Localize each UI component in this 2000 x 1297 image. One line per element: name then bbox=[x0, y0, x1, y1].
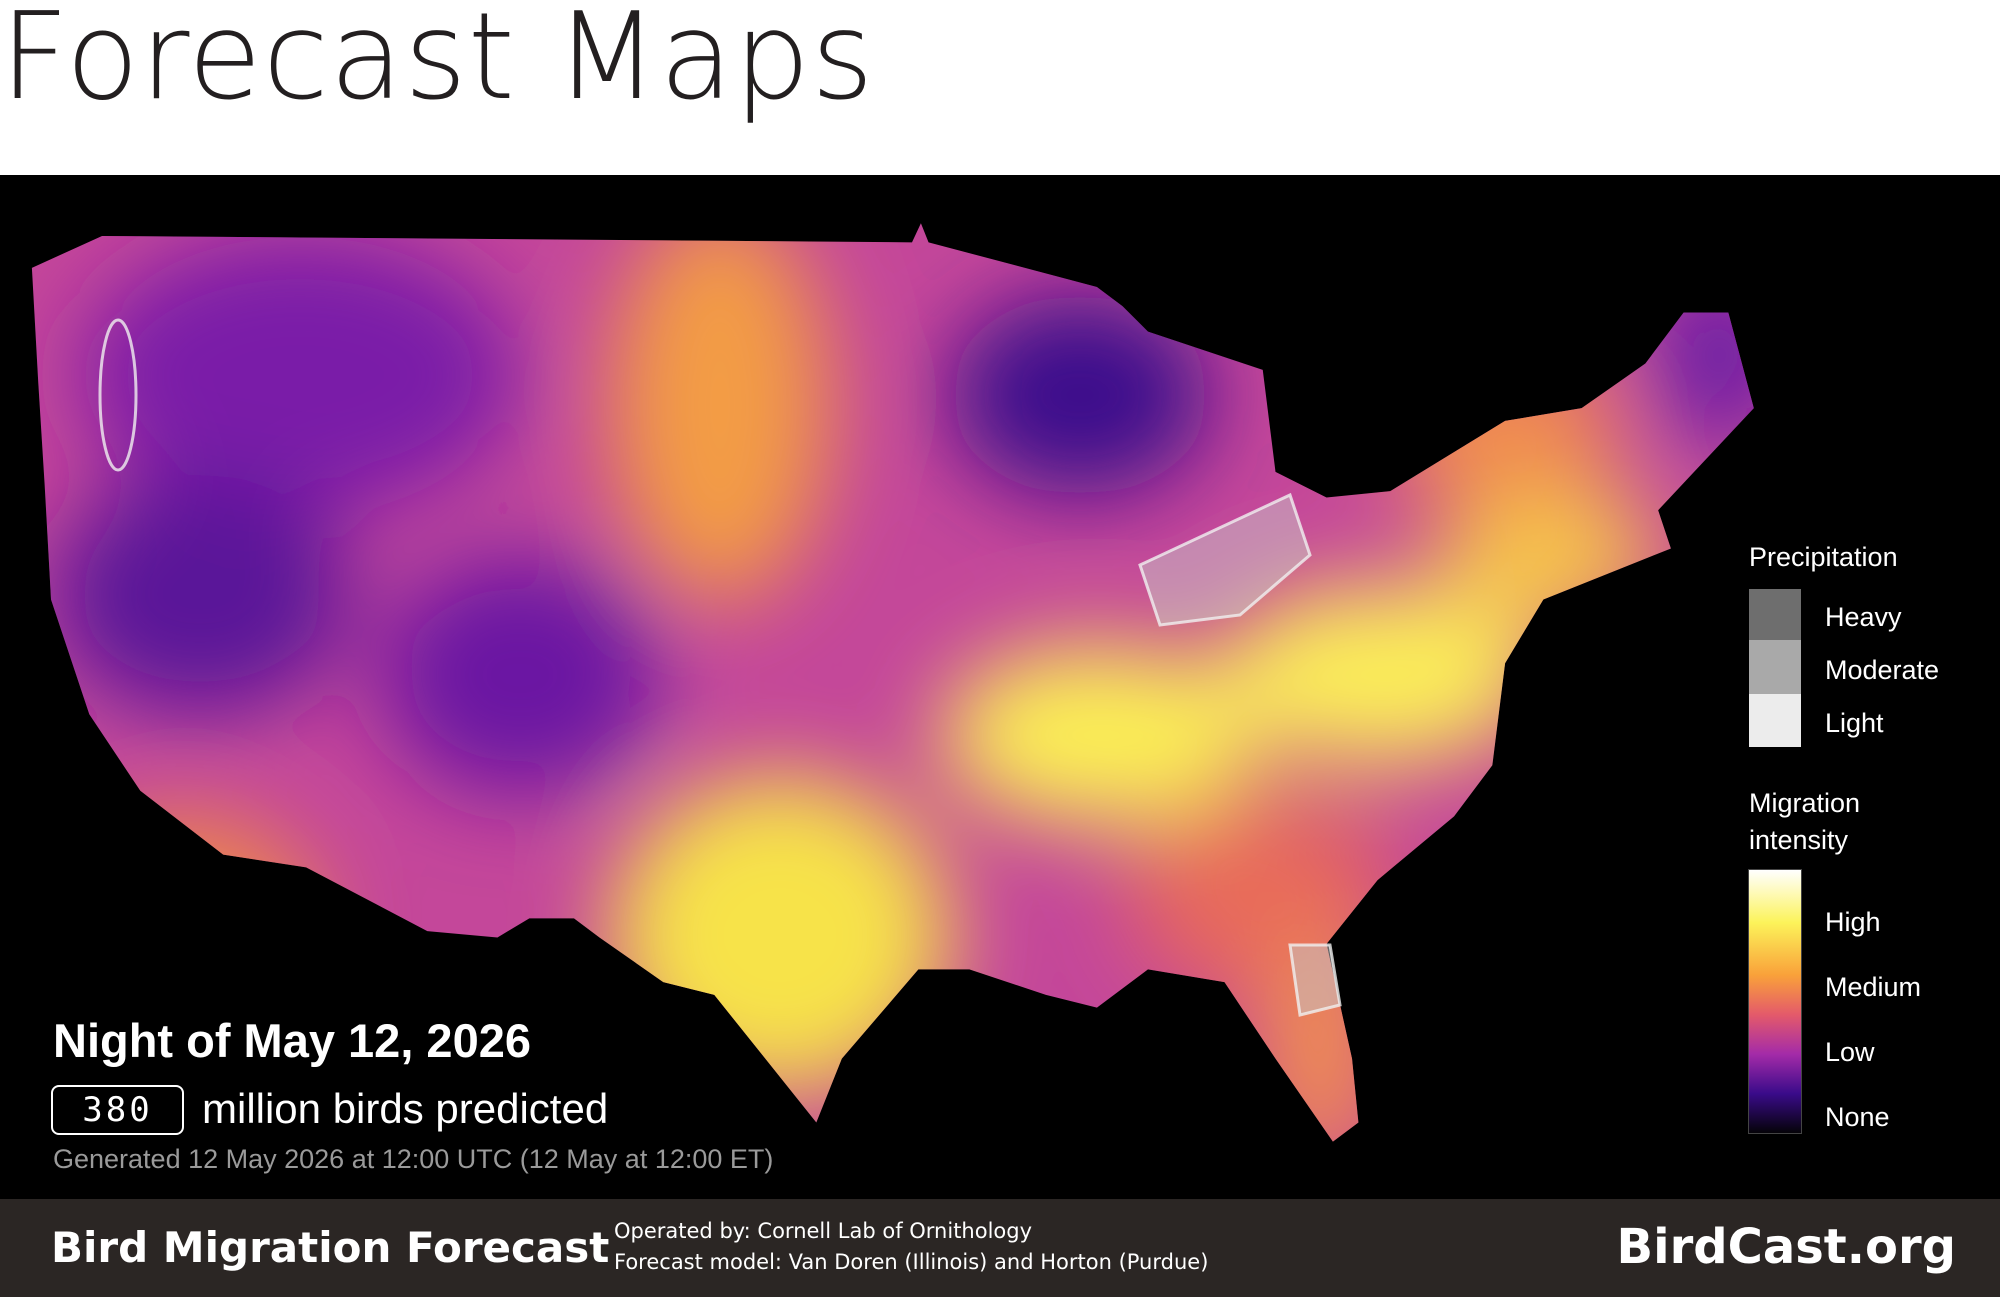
legend-swatch bbox=[1749, 694, 1801, 747]
footer-title: Bird Migration Forecast bbox=[51, 1223, 610, 1272]
map bbox=[31, 223, 1754, 1142]
legend-swatch bbox=[1749, 640, 1801, 694]
legend-label: Light bbox=[1825, 708, 1884, 738]
legend-label: Heavy bbox=[1825, 602, 1902, 632]
legend-title: Migration intensity bbox=[1749, 788, 1861, 855]
forecast-date: Night of May 12, 2026 bbox=[53, 1014, 531, 1067]
generated-time: Generated 12 May 2026 at 12:00 UTC (12 M… bbox=[53, 1144, 774, 1174]
legend-label: Low bbox=[1825, 1037, 1875, 1067]
legend-label: None bbox=[1825, 1102, 1890, 1132]
precipitation-overlay bbox=[98, 318, 1342, 1017]
legend-title: Precipitation bbox=[1749, 542, 1898, 572]
map-panel bbox=[0, 175, 2000, 1199]
legend-swatch bbox=[1749, 589, 1801, 640]
footer: Bird Migration Forecast Operated by: Cor… bbox=[0, 1199, 2000, 1297]
birds-count: 380 bbox=[51, 1085, 184, 1135]
footer-site: BirdCast.org bbox=[1616, 1219, 1956, 1275]
page-title: Forecast Maps bbox=[0, 0, 875, 127]
legend-label: Medium bbox=[1825, 972, 1922, 1002]
legend-colorbar bbox=[1748, 869, 1802, 1134]
birds-label: million birds predicted bbox=[202, 1085, 609, 1132]
legend-label: High bbox=[1825, 907, 1881, 937]
footer-operator: Operated by: Cornell Lab of Ornithology bbox=[614, 1219, 1033, 1243]
footer-model: Forecast model: Van Doren (Illinois) and… bbox=[614, 1250, 1209, 1274]
legend-label: Moderate bbox=[1825, 655, 1940, 685]
